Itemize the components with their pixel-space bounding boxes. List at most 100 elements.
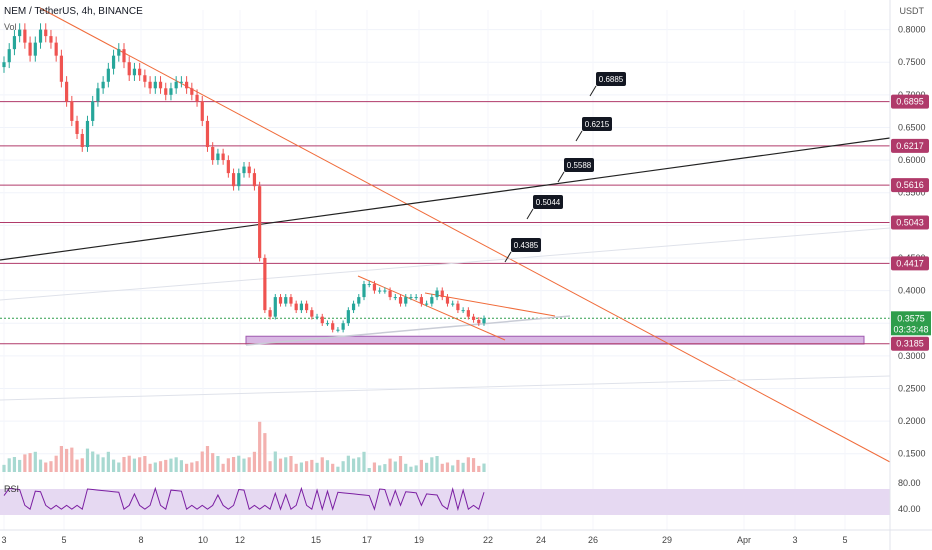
time-axis[interactable]: 3 5 8 10 12 15 17 19 22 24 26 29 Apr 3 5	[0, 529, 932, 545]
volume-bar	[59, 446, 63, 472]
volume-bar	[440, 463, 444, 472]
volume-bar	[383, 464, 387, 472]
candle-body	[325, 323, 330, 325]
price-tick-label: 0.3000	[898, 351, 926, 361]
candle-body	[367, 284, 371, 286]
candle-body	[138, 68, 142, 76]
candle-body	[331, 323, 335, 330]
candle-body	[258, 186, 262, 258]
volume-bar	[357, 457, 361, 472]
volume-bar	[49, 461, 53, 472]
volume-bar	[216, 456, 220, 472]
price-callouts: 0.6885 0.6215 0.5588 0.5044 0.4385	[504, 72, 626, 263]
wedge-line	[424, 292, 556, 317]
candle-body	[268, 310, 272, 317]
volume-bar	[185, 463, 189, 472]
candle-body	[440, 290, 444, 298]
candle-body	[158, 81, 163, 89]
volume-bar	[18, 459, 22, 472]
volume-bar	[148, 463, 152, 472]
candle-body	[174, 81, 178, 89]
candle-body	[414, 297, 418, 299]
candle-body	[247, 166, 251, 174]
candle-body	[409, 297, 413, 299]
volume-bars	[2, 421, 486, 472]
candle-body	[456, 303, 460, 311]
callout-pointer	[504, 251, 512, 263]
candle-body	[477, 319, 481, 324]
candle-body	[273, 297, 277, 317]
time-tick-label: 15	[311, 535, 321, 545]
volume-bar	[466, 457, 470, 472]
callout-box	[596, 72, 626, 86]
volume-bar	[205, 446, 210, 472]
candle-body	[164, 88, 168, 95]
candle-body	[242, 166, 246, 174]
price-tick-label: 0.8000	[898, 25, 926, 35]
volume-bar	[258, 421, 262, 472]
volume-bar	[419, 459, 423, 472]
candle-body	[471, 316, 476, 320]
candle-body	[38, 29, 43, 43]
rsi-tick-label: 80.00	[898, 478, 921, 488]
candle-body	[117, 49, 121, 56]
level-badge	[891, 94, 929, 109]
callout-label: 0.6885	[599, 75, 624, 84]
candle-body	[44, 29, 48, 37]
candle-body	[7, 49, 11, 63]
time-tick-label: 26	[588, 535, 598, 545]
candle-body	[205, 120, 210, 148]
candle-body	[70, 101, 74, 121]
volume-bar	[284, 457, 288, 472]
candle-body	[341, 323, 345, 330]
price-tick-label: 0.5500	[898, 188, 926, 198]
volume-bar	[54, 455, 58, 472]
candle-body	[425, 303, 429, 305]
candle-body	[127, 62, 131, 76]
volume-bar	[278, 458, 283, 472]
volume-bar	[263, 433, 267, 472]
candle-body	[310, 310, 314, 317]
time-tick-label: 3	[792, 535, 797, 545]
candle-body	[33, 42, 37, 56]
horizontal-levels	[0, 101, 890, 345]
candle-body	[195, 94, 199, 102]
volume-bar	[242, 458, 246, 472]
candle-body	[96, 88, 100, 102]
time-tick-label: Apr	[737, 535, 751, 545]
candle-body	[346, 310, 350, 324]
volume-bar	[117, 462, 121, 472]
volume-bar	[320, 457, 324, 472]
candle-body	[351, 303, 356, 311]
level-badge-label: 0.4417	[896, 258, 924, 268]
volume-bar	[96, 454, 100, 472]
volume-bar	[132, 458, 137, 472]
callout-label: 0.6215	[585, 120, 610, 129]
callout-label: 0.4385	[514, 241, 539, 250]
volume-bar	[414, 465, 418, 472]
wedge-line	[357, 275, 506, 341]
volume-bar	[190, 462, 194, 472]
time-tick-label: 8	[138, 535, 143, 545]
volume-label: Vol	[4, 22, 17, 32]
candle-body	[294, 303, 298, 311]
volume-bar	[425, 462, 429, 472]
level-badge-label: 0.6895	[896, 97, 924, 107]
volume-bar	[461, 462, 465, 472]
price-axis[interactable]: 0.80000.75000.70000.65000.60000.55000.50…	[889, 0, 931, 550]
candle-body	[211, 147, 215, 161]
black-trend-line	[0, 137, 891, 261]
volume-bar	[471, 458, 476, 472]
volume-bar	[179, 460, 183, 472]
callout-pointer	[526, 208, 534, 220]
volume-bar	[7, 458, 11, 472]
candle-body	[65, 81, 69, 102]
volume-bar	[153, 462, 157, 472]
volume-bar	[38, 459, 43, 472]
callout-pointer	[557, 171, 565, 183]
volume-bar	[310, 459, 314, 472]
volume-bar	[388, 458, 392, 472]
volume-bar	[393, 461, 397, 472]
volume-bar	[346, 455, 350, 472]
